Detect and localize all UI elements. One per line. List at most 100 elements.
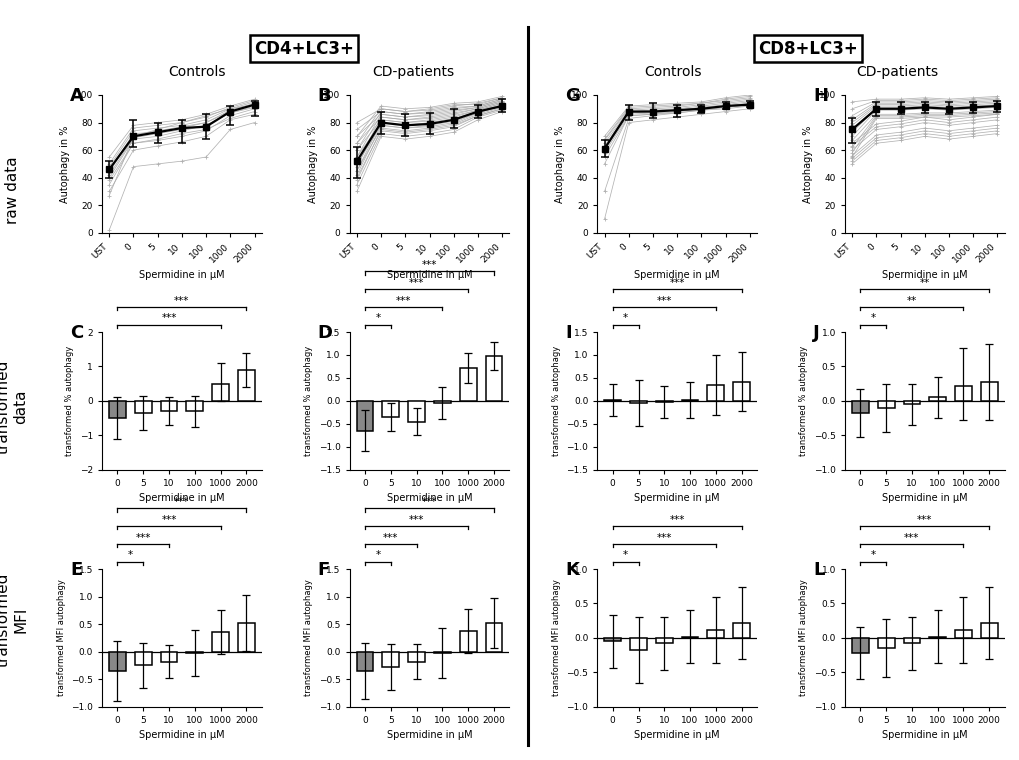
Text: ***: ***: [904, 533, 919, 543]
Text: ***: ***: [422, 497, 437, 507]
Bar: [655, 638, 672, 644]
X-axis label: Spermidine in μM: Spermidine in μM: [386, 270, 472, 280]
Y-axis label: transformed % autophagy: transformed % autophagy: [65, 346, 74, 456]
Text: B: B: [317, 87, 331, 105]
Text: ***: ***: [174, 497, 190, 507]
X-axis label: Spermidine in μM: Spermidine in μM: [386, 493, 472, 503]
Bar: [237, 370, 255, 401]
Bar: [630, 638, 646, 651]
Text: Controls: Controls: [644, 65, 701, 79]
Text: F: F: [317, 561, 329, 578]
Y-axis label: transformed % autophagy: transformed % autophagy: [304, 346, 313, 456]
Text: ***: ***: [136, 533, 151, 543]
Bar: [928, 397, 946, 401]
Bar: [135, 651, 152, 666]
Text: ***: ***: [668, 277, 684, 287]
X-axis label: Spermidine in μM: Spermidine in μM: [634, 493, 719, 503]
Bar: [382, 401, 398, 417]
Y-axis label: Autophagy in %: Autophagy in %: [60, 125, 70, 203]
Bar: [186, 651, 203, 653]
Text: K: K: [565, 561, 579, 578]
Bar: [460, 368, 476, 401]
Text: E: E: [70, 561, 83, 578]
Text: ***: ***: [161, 313, 176, 324]
Bar: [733, 382, 749, 401]
X-axis label: Spermidine in μM: Spermidine in μM: [139, 493, 224, 503]
X-axis label: Spermidine in μM: Spermidine in μM: [881, 730, 967, 740]
Text: Controls: Controls: [168, 65, 225, 79]
Bar: [733, 622, 749, 638]
Text: A: A: [70, 87, 84, 105]
Text: CD-patients: CD-patients: [856, 65, 937, 79]
Text: *: *: [375, 313, 380, 324]
Text: *: *: [623, 550, 628, 560]
Text: transformed
data: transformed data: [0, 359, 29, 454]
Text: ***: ***: [409, 277, 424, 287]
Text: raw data: raw data: [5, 157, 19, 223]
Y-axis label: transformed MFI autophagy: transformed MFI autophagy: [799, 579, 808, 696]
Bar: [357, 651, 373, 671]
Text: J: J: [812, 324, 819, 342]
X-axis label: Spermidine in μM: Spermidine in μM: [634, 270, 719, 280]
Text: ***: ***: [668, 515, 684, 524]
Bar: [485, 356, 501, 401]
Text: CD8+LC3+: CD8+LC3+: [757, 40, 857, 58]
Text: ***: ***: [395, 296, 411, 306]
X-axis label: Spermidine in μM: Spermidine in μM: [634, 730, 719, 740]
Bar: [212, 384, 228, 401]
Text: *: *: [623, 313, 628, 324]
Bar: [681, 400, 698, 401]
Text: ***: ***: [916, 515, 931, 524]
Text: D: D: [317, 324, 332, 342]
Bar: [851, 401, 868, 413]
Bar: [980, 622, 997, 638]
Bar: [212, 632, 228, 651]
Y-axis label: transformed MFI autophagy: transformed MFI autophagy: [56, 579, 65, 696]
Bar: [186, 401, 203, 411]
Text: ***: ***: [656, 296, 672, 306]
X-axis label: Spermidine in μM: Spermidine in μM: [386, 730, 472, 740]
Text: *: *: [870, 550, 875, 560]
Text: I: I: [565, 324, 572, 342]
Bar: [877, 401, 894, 408]
Bar: [109, 401, 125, 418]
Bar: [160, 651, 177, 662]
Bar: [604, 400, 621, 401]
Text: *: *: [375, 550, 380, 560]
X-axis label: Spermidine in μM: Spermidine in μM: [139, 270, 224, 280]
Bar: [903, 401, 919, 404]
Y-axis label: Autophagy in %: Autophagy in %: [555, 125, 565, 203]
Y-axis label: transformed % autophagy: transformed % autophagy: [799, 346, 808, 456]
Bar: [485, 623, 501, 651]
Text: G: G: [565, 87, 580, 105]
Y-axis label: transformed % autophagy: transformed % autophagy: [551, 346, 560, 456]
Text: *: *: [127, 550, 132, 560]
Bar: [460, 631, 476, 651]
Bar: [382, 651, 398, 667]
Bar: [408, 401, 425, 422]
Bar: [903, 638, 919, 644]
Text: ***: ***: [383, 533, 398, 543]
Text: transformed
MFI: transformed MFI: [0, 572, 29, 667]
Bar: [681, 637, 698, 638]
Bar: [237, 623, 255, 651]
Text: **: **: [906, 296, 916, 306]
Bar: [630, 401, 646, 404]
Bar: [980, 382, 997, 401]
Text: ***: ***: [409, 515, 424, 524]
Bar: [954, 386, 971, 401]
Text: C: C: [70, 324, 84, 342]
Bar: [655, 401, 672, 402]
Bar: [434, 651, 450, 653]
Bar: [877, 638, 894, 648]
Text: ***: ***: [656, 533, 672, 543]
Text: CD4+LC3+: CD4+LC3+: [254, 40, 354, 58]
Text: ***: ***: [161, 515, 176, 524]
Text: H: H: [812, 87, 827, 105]
Y-axis label: transformed MFI autophagy: transformed MFI autophagy: [304, 579, 313, 696]
Y-axis label: Autophagy in %: Autophagy in %: [802, 125, 812, 203]
Text: L: L: [812, 561, 823, 578]
Text: *: *: [870, 313, 875, 324]
Bar: [357, 401, 373, 431]
Text: ***: ***: [422, 260, 437, 270]
